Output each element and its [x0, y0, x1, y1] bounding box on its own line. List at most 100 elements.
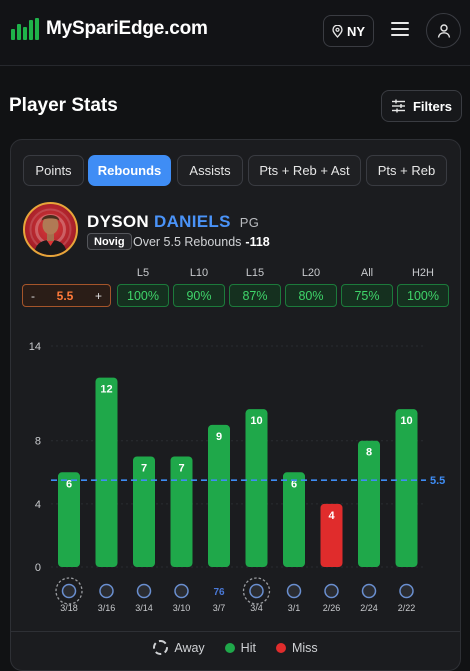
page-title: Player Stats	[9, 95, 118, 116]
user-icon[interactable]	[426, 13, 461, 48]
bar-2/22	[395, 409, 418, 567]
logo[interactable]: MySpariEdge.com	[11, 18, 208, 40]
miss-dot-icon	[275, 642, 286, 653]
rebounds-bar-chart: 0481463/18123/1673/1473/109763/7103/463/…	[29, 341, 446, 613]
bucks-icon	[249, 583, 264, 599]
split-label: All	[360, 267, 374, 279]
player-photo-icon	[29, 208, 72, 255]
y-tick-label: 4	[35, 499, 41, 511]
blazers-icon	[286, 583, 302, 599]
prop-line: Over 5.5 Rebounds -118	[133, 235, 270, 249]
hit-dot-icon	[224, 642, 235, 653]
away-dashed-icon	[153, 640, 169, 655]
hamburger-icon[interactable]	[391, 22, 409, 38]
x-tick-label: 2/24	[360, 603, 378, 613]
x-tick-label: 3/14	[135, 603, 153, 613]
bar-value-label: 7	[178, 463, 184, 475]
bar-value-label: 12	[100, 384, 112, 396]
y-tick-label: 14	[29, 341, 41, 353]
bar-value-label: 10	[250, 415, 262, 427]
legend-label: Hit	[240, 640, 256, 655]
bar-value-label: 10	[400, 415, 412, 427]
prop-odds: -118	[245, 235, 270, 249]
bar-3/1	[283, 472, 305, 567]
split-value-h2h: 100%	[397, 284, 449, 307]
legend-label: Away	[174, 640, 205, 655]
tab-rebounds[interactable]: Rebounds	[88, 155, 171, 186]
sliders-icon	[391, 99, 405, 113]
bar-value-label: 8	[366, 447, 372, 459]
split-label: L5	[136, 267, 150, 279]
split-label: L10	[189, 267, 209, 279]
filters-label: Filters	[412, 98, 452, 114]
legend-item-hit: Hit	[224, 640, 256, 655]
chart-legend: Away Hit Miss	[11, 632, 460, 655]
top-bar: MySpariEdge.com NY	[0, 0, 470, 66]
player-avatar	[23, 202, 78, 257]
player-stats-card: Points Rebounds Assists Pts + Reb + Ast …	[10, 139, 461, 671]
split-label: L20	[301, 267, 321, 279]
player-position: PG	[239, 215, 260, 230]
tab-pts-reb[interactable]: Pts + Reb	[366, 155, 447, 186]
bar-2/24	[358, 440, 380, 567]
x-tick-label: 3/10	[173, 603, 191, 613]
legend-item-miss: Miss	[275, 640, 318, 655]
tab-pts-reb-ast[interactable]: Pts + Reb + Ast	[248, 155, 361, 186]
location-pin-icon	[332, 24, 343, 38]
line-stepper[interactable]: - 5.5 +	[22, 284, 111, 307]
y-tick-label: 8	[35, 436, 41, 448]
x-tick-label: 3/4	[250, 603, 263, 613]
bucks-icon	[136, 583, 152, 599]
state-selector-button[interactable]: NY	[323, 15, 374, 47]
wizards-icon	[361, 583, 377, 599]
wizards-icon	[324, 583, 339, 599]
tab-assists[interactable]: Assists	[177, 155, 243, 186]
bar-3/16	[95, 377, 118, 567]
nets-icon	[399, 583, 414, 599]
bar-3/7	[208, 424, 230, 567]
bar-value-label: 7	[141, 463, 147, 475]
line-value: 5.5	[56, 288, 74, 303]
split-value-l20: 80%	[285, 284, 337, 307]
filters-button[interactable]: Filters	[381, 90, 462, 122]
y-tick-label: 0	[35, 562, 41, 574]
legend-item-away: Away	[153, 640, 205, 655]
line-decrement-button[interactable]: -	[31, 288, 35, 303]
bar-3/10	[170, 456, 193, 567]
state-label: NY	[346, 23, 366, 39]
bar-value-label: 4	[328, 510, 335, 522]
mavericks-icon	[61, 583, 77, 599]
threshold-label: 5.5	[430, 475, 445, 487]
x-tick-label: 2/22	[398, 603, 416, 613]
player-first-name: DYSON	[87, 212, 149, 231]
legend-divider	[11, 631, 460, 632]
x-tick-label: 3/16	[98, 603, 116, 613]
split-value-l5: 100%	[117, 284, 169, 307]
bar-2/26	[320, 503, 343, 567]
sportsbook-badge: Novig	[87, 233, 132, 250]
x-tick-label: 3/18	[60, 603, 78, 613]
x-tick-label: 2/26	[323, 603, 341, 613]
split-value-l15: 87%	[229, 284, 281, 307]
x-tick-label: 3/7	[213, 603, 226, 613]
split-label: H2H	[411, 267, 434, 279]
mavericks-icon	[174, 583, 189, 599]
bar-3/18	[58, 472, 80, 567]
x-tick-label: 3/1	[288, 603, 301, 613]
split-label: L15	[245, 267, 265, 279]
logo-bars-icon	[11, 18, 39, 40]
bar-value-label: 6	[66, 478, 72, 490]
bar-3/4	[245, 409, 268, 567]
prop-line-text: Over 5.5 Rebounds	[133, 235, 242, 249]
away-ring-icon	[55, 577, 83, 605]
line-increment-button[interactable]: +	[94, 288, 102, 303]
logo-text: MySpariEdge.com	[46, 18, 208, 39]
player-name: DYSON DANIELS PG	[87, 212, 259, 232]
magic-icon	[99, 583, 114, 599]
away-ring-icon	[242, 577, 271, 605]
split-value-l10: 90%	[173, 284, 225, 307]
player-last-name: DANIELS	[154, 212, 231, 231]
tab-points[interactable]: Points	[23, 155, 84, 186]
bar-value-label: 6	[291, 478, 297, 490]
bar-3/14	[133, 456, 155, 567]
